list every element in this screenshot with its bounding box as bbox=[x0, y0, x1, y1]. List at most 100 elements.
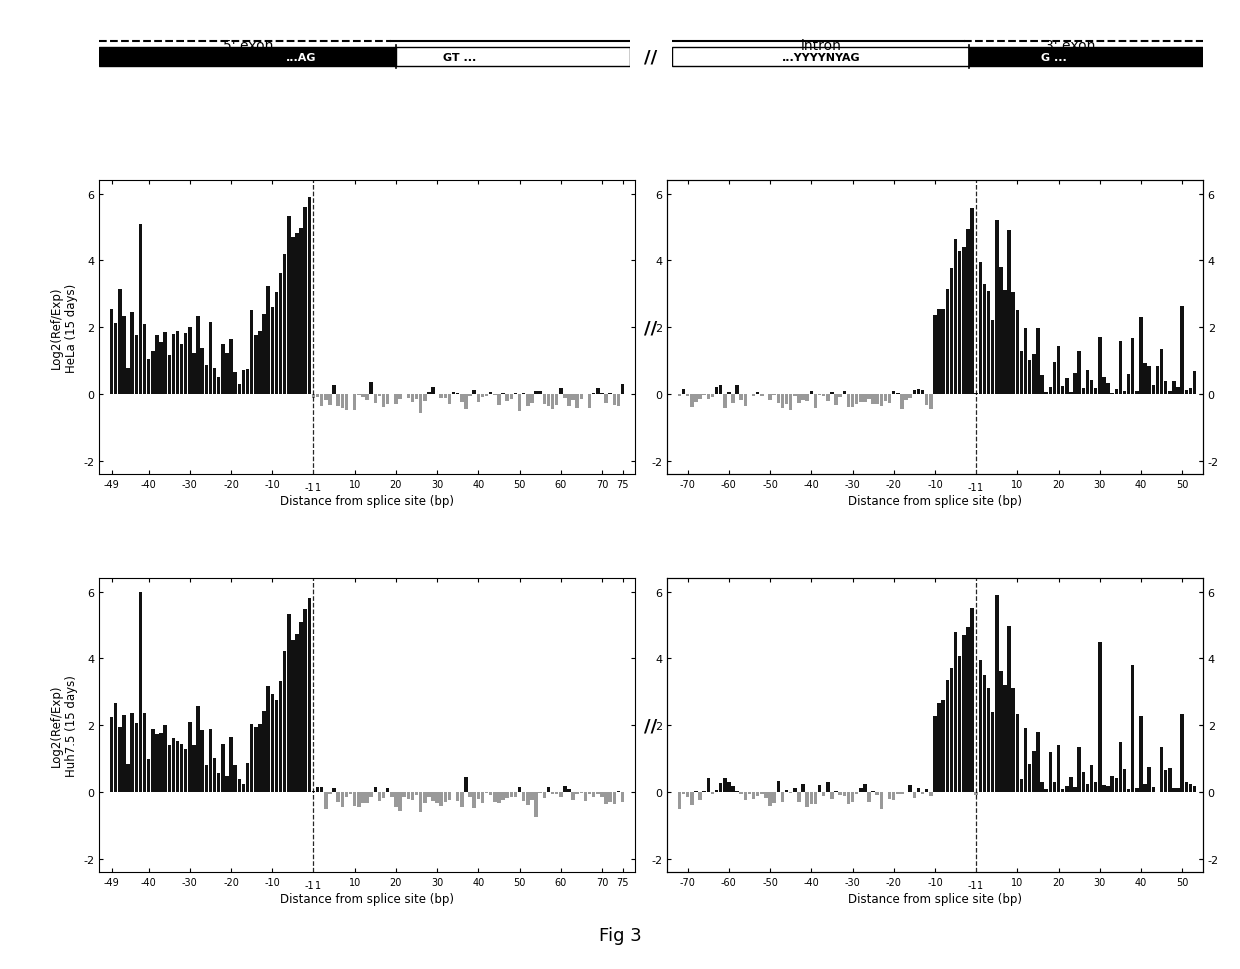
Bar bbox=[879, 394, 883, 407]
Bar bbox=[316, 787, 320, 792]
Bar bbox=[1152, 386, 1156, 394]
Text: -1: -1 bbox=[967, 483, 977, 493]
Bar bbox=[295, 634, 299, 792]
Bar bbox=[723, 778, 727, 792]
Bar bbox=[678, 394, 681, 396]
Bar bbox=[217, 773, 221, 792]
Bar bbox=[810, 792, 813, 804]
Bar bbox=[826, 394, 830, 402]
Bar bbox=[547, 394, 551, 406]
Bar bbox=[361, 792, 365, 803]
Bar bbox=[621, 792, 624, 802]
Bar bbox=[366, 394, 368, 401]
Bar bbox=[398, 394, 402, 399]
Bar bbox=[818, 785, 821, 792]
Bar bbox=[1024, 729, 1028, 792]
Bar bbox=[233, 766, 237, 792]
Bar bbox=[801, 394, 805, 401]
Bar bbox=[146, 759, 150, 792]
Bar bbox=[126, 765, 130, 792]
Bar bbox=[357, 792, 361, 807]
Bar bbox=[1024, 328, 1028, 394]
Bar bbox=[410, 394, 414, 402]
Bar bbox=[921, 792, 924, 795]
Bar bbox=[180, 345, 184, 394]
Bar bbox=[584, 792, 588, 801]
Bar bbox=[806, 792, 808, 807]
Bar bbox=[1007, 231, 1011, 394]
Bar bbox=[818, 394, 821, 395]
Bar bbox=[494, 792, 496, 801]
Bar bbox=[221, 744, 224, 792]
Bar bbox=[164, 333, 167, 394]
Bar bbox=[884, 394, 888, 402]
Bar bbox=[423, 792, 427, 803]
Bar bbox=[1131, 339, 1135, 394]
Bar bbox=[155, 336, 159, 394]
Bar bbox=[1037, 733, 1039, 792]
Bar bbox=[378, 394, 381, 396]
Bar bbox=[118, 290, 122, 394]
Bar bbox=[341, 394, 343, 408]
Bar bbox=[188, 722, 192, 792]
Bar bbox=[810, 392, 813, 394]
Bar bbox=[714, 388, 718, 394]
Bar bbox=[769, 792, 771, 806]
Bar bbox=[397, 47, 630, 68]
Bar bbox=[201, 349, 203, 394]
Bar bbox=[723, 394, 727, 408]
Bar bbox=[286, 614, 290, 792]
Bar bbox=[378, 792, 381, 801]
Bar bbox=[609, 792, 613, 802]
Bar bbox=[155, 734, 159, 792]
Bar bbox=[213, 759, 216, 792]
Bar bbox=[962, 248, 966, 394]
Text: //: // bbox=[645, 48, 657, 67]
Bar bbox=[686, 394, 689, 396]
Bar bbox=[1193, 786, 1197, 792]
Bar bbox=[1090, 766, 1094, 792]
Bar bbox=[1065, 786, 1069, 792]
Bar bbox=[1016, 714, 1019, 792]
Bar bbox=[139, 225, 143, 394]
Bar bbox=[1099, 338, 1101, 394]
Bar bbox=[151, 729, 155, 792]
Bar bbox=[110, 310, 113, 394]
Bar bbox=[534, 792, 538, 817]
Y-axis label: Log2(Ref/Exp)
Huh7.5 (15 days): Log2(Ref/Exp) Huh7.5 (15 days) bbox=[50, 674, 78, 776]
Bar bbox=[382, 792, 386, 797]
Bar bbox=[324, 394, 327, 400]
Bar bbox=[258, 331, 262, 394]
Bar bbox=[233, 373, 237, 394]
Bar bbox=[689, 792, 693, 805]
Bar bbox=[916, 788, 920, 792]
Bar bbox=[909, 785, 911, 792]
Bar bbox=[476, 394, 480, 402]
Bar bbox=[469, 394, 472, 396]
Bar bbox=[1003, 291, 1007, 394]
Bar bbox=[180, 744, 184, 792]
Bar bbox=[892, 391, 895, 394]
Bar bbox=[246, 763, 249, 792]
Bar bbox=[1065, 379, 1069, 394]
Bar bbox=[370, 792, 373, 797]
Bar bbox=[1081, 772, 1085, 792]
Bar bbox=[966, 628, 970, 792]
Bar bbox=[435, 792, 439, 803]
Bar bbox=[1140, 317, 1143, 394]
Bar bbox=[279, 274, 283, 394]
Bar bbox=[1143, 785, 1147, 792]
Bar bbox=[875, 394, 879, 404]
Bar bbox=[1118, 342, 1122, 394]
Bar bbox=[299, 622, 303, 792]
Bar bbox=[1168, 391, 1172, 394]
Bar bbox=[485, 394, 489, 396]
Bar bbox=[332, 788, 336, 792]
Bar bbox=[1180, 306, 1184, 394]
Bar bbox=[226, 776, 228, 792]
Bar bbox=[551, 394, 554, 410]
Bar bbox=[274, 701, 278, 792]
Bar bbox=[1016, 311, 1019, 394]
Bar bbox=[1012, 293, 1016, 394]
Bar bbox=[719, 783, 723, 792]
